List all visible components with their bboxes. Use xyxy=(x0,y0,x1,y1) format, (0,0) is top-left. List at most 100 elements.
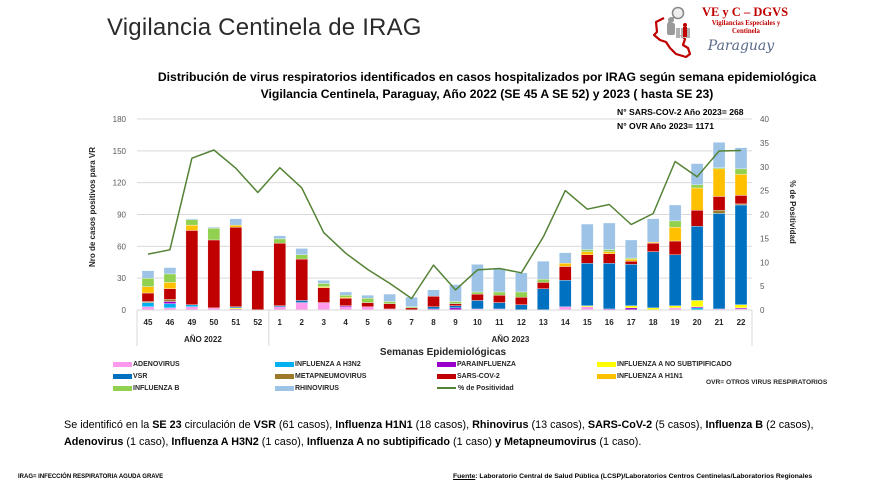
summary-highlight: y Metapneumovirus xyxy=(495,436,597,448)
bar-segment-rhinovirus xyxy=(581,223,594,250)
bar-segment-influenza-a-h1n1 xyxy=(625,258,638,262)
legend-item-influenza-a-no-subtipificado: INFLUENZA A NO SUBTIPIFICADO xyxy=(597,358,777,370)
bar-segment-sars-cov-2 xyxy=(273,242,286,306)
legend-item-influenza-a-h3n2: INFLUENZA A H3N2 xyxy=(275,358,437,370)
x-tick-label: 16 xyxy=(605,318,614,327)
legend-label: VSR xyxy=(133,372,148,380)
bar-segment-rhinovirus xyxy=(537,261,550,280)
bar-stack-week-1 xyxy=(273,235,286,311)
bar-stack-week-19 xyxy=(668,204,682,311)
bar-segment-sars-cov-2 xyxy=(295,258,308,301)
legend-label: ADENOVIRUS xyxy=(133,360,180,368)
bar-segment-vsr xyxy=(295,300,308,303)
chart-title-line2: Vigilancia Centinela, Paraguay, Año 2022… xyxy=(260,87,714,101)
bar-segment-adenovirus xyxy=(295,302,308,311)
legend-item-influenza-b: INFLUENZA B xyxy=(113,382,275,394)
bar-segment-rhinovirus xyxy=(625,239,638,259)
chart-title-line1: Distribución de virus respiratorios iden… xyxy=(157,70,817,84)
summary-text: Se identificó en la SE 23 circulación de… xyxy=(64,417,814,451)
bar-stack-week-6 xyxy=(383,293,396,311)
bar-stack-week-8 xyxy=(427,289,440,311)
bar-segment-rhinovirus xyxy=(603,222,616,250)
bar-segment-influenza-b xyxy=(339,294,352,298)
bar-segment-sars-cov-2 xyxy=(163,288,177,300)
bar-stack-week-46 xyxy=(163,267,177,311)
summary-line: Se identificó en la SE 23 circulación de… xyxy=(64,417,814,434)
legend-swatch xyxy=(113,385,132,391)
legend-swatch xyxy=(275,373,294,379)
bar-segment-rhinovirus xyxy=(229,218,243,226)
x-tick-label: 19 xyxy=(671,318,680,327)
x-tick-label: 1 xyxy=(278,318,283,327)
annotation-ovr-total: N° OVR Año 2023= 1171 xyxy=(617,121,714,131)
x-tick-label: 18 xyxy=(649,318,658,327)
legend-label: INFLUENZA B xyxy=(133,384,180,392)
bar-segment-vsr xyxy=(559,280,572,307)
legend-swatch xyxy=(113,373,132,379)
bar-segment-rhinovirus xyxy=(449,284,462,302)
summary-line: Adenovirus (1 caso), Influenza A H3N2 (1… xyxy=(64,434,814,451)
logo: VE y C – DGVS Vigilancias Especiales y C… xyxy=(652,5,788,59)
bar-segment-sars-cov-2 xyxy=(339,298,352,306)
page-title: Vigilancia Centinela de IRAG xyxy=(107,14,422,41)
summary-segment: circulación de xyxy=(181,419,254,431)
bar-stack-week-12 xyxy=(515,272,528,311)
x-tick-label: 14 xyxy=(561,318,570,327)
legend-item-adenovirus: ADENOVIRUS xyxy=(113,358,275,370)
source-text: : Laboratorio Central de Salud Pública (… xyxy=(475,473,813,480)
bar-segment-influenza-a-h1n1 xyxy=(559,263,572,267)
summary-highlight: Adenovirus xyxy=(64,436,124,448)
summary-highlight: Rhinovirus xyxy=(472,419,529,431)
x-tick-label: 50 xyxy=(209,318,218,327)
bar-segment-sars-cov-2 xyxy=(668,240,682,255)
summary-segment: (13 casos), xyxy=(528,419,588,431)
logo-subtitle: Vigilancias Especiales y xyxy=(712,20,781,27)
bar-segment-influenza-a-h1n1 xyxy=(163,282,177,289)
bar-segment-influenza-a-no-subtipificado xyxy=(668,305,682,309)
legend-swatch xyxy=(437,373,456,379)
bar-segment-sars-cov-2 xyxy=(646,242,660,252)
positividad-series xyxy=(147,149,742,300)
legend-item-vsr: VSR xyxy=(113,370,275,382)
legend-label: SARS-COV-2 xyxy=(457,372,500,380)
bar-segment-influenza-b xyxy=(207,228,221,241)
y-tick-label: 180 xyxy=(113,115,127,124)
bar-segment-rhinovirus xyxy=(141,270,155,279)
bar-segment-vsr xyxy=(690,225,704,301)
bar-segment-vsr xyxy=(712,213,726,310)
x-tick-label: 15 xyxy=(583,318,592,327)
bar-stack-week-4 xyxy=(339,291,352,311)
bar-segment-influenza-b xyxy=(690,184,704,189)
legend-line-swatch xyxy=(437,387,456,389)
x-tick-label: 9 xyxy=(453,318,458,327)
summary-segment: Se identificó en la xyxy=(64,419,153,431)
legend-item-positividad: % de Positividad xyxy=(437,382,597,394)
bar-segment-sars-cov-2 xyxy=(625,261,638,265)
legend-label: PARAINFLUENZA xyxy=(457,360,516,368)
summary-segment: (1 caso), xyxy=(258,436,307,448)
bar-stack-week-3 xyxy=(317,280,330,311)
bar-segment-sars-cov-2 xyxy=(361,302,374,307)
bar-segment-rhinovirus xyxy=(690,163,704,185)
bar-segment-influenza-b xyxy=(734,168,748,175)
logo-subtitle-2: Centinela xyxy=(732,28,761,35)
bar-segment-rhinovirus xyxy=(471,264,484,293)
y2-tick-label: 15 xyxy=(760,234,769,243)
bar-segment-metapneumovirus xyxy=(163,299,177,302)
bar-segment-rhinovirus xyxy=(734,147,748,170)
bar-stack-week-22 xyxy=(734,147,748,311)
legend-label: INFLUENZA A H3N2 xyxy=(295,360,361,368)
x-tick-label: 5 xyxy=(365,318,370,327)
bar-segment-vsr xyxy=(449,305,462,309)
bar-segment-vsr xyxy=(515,304,528,311)
summary-segment: (61 casos), xyxy=(275,419,336,431)
bar-segment-influenza-a-h1n1 xyxy=(229,224,243,228)
bar-segment-rhinovirus xyxy=(273,235,286,240)
bar-segment-sars-cov-2 xyxy=(427,296,440,307)
bar-segment-rhinovirus xyxy=(383,293,396,302)
bar-stack-week-13 xyxy=(537,261,550,311)
bar-segment-influenza-b xyxy=(537,279,550,283)
bar-segment-sars-cov-2 xyxy=(449,303,462,306)
bar-segment-influenza-a-h1n1 xyxy=(581,251,594,255)
